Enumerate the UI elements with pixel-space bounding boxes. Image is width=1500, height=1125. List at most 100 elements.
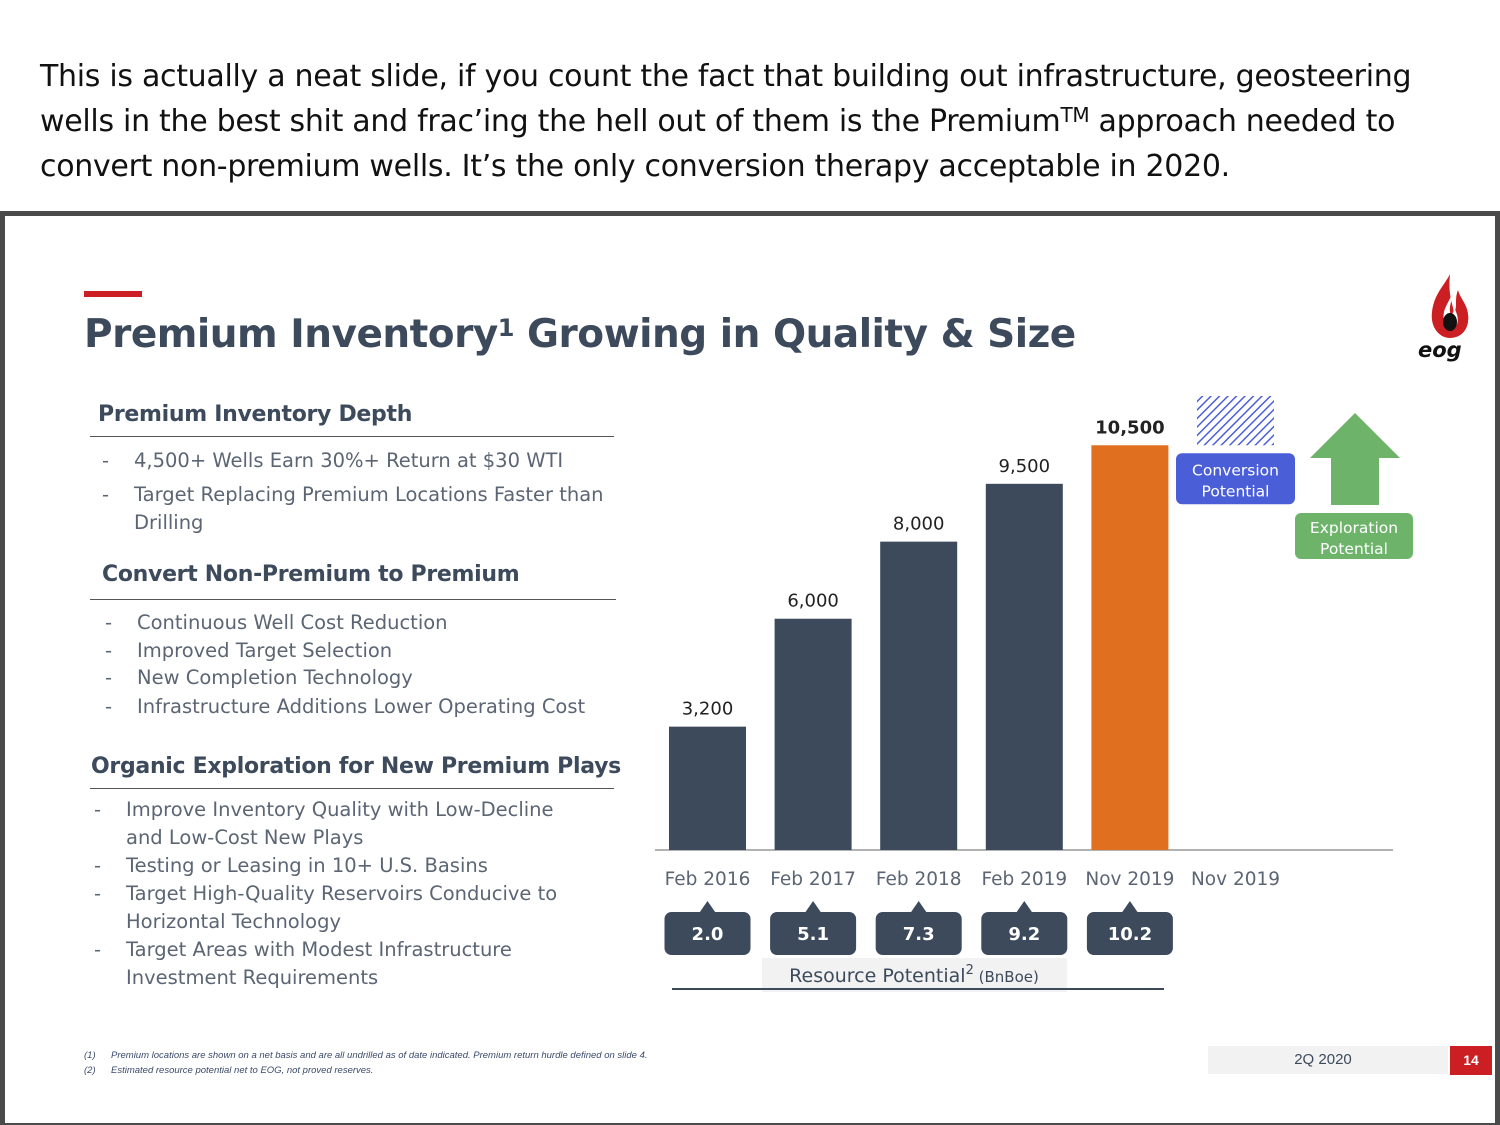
caption-line-3: convert non-premium wells. It’s the only… bbox=[40, 149, 1230, 184]
title-accent-bar bbox=[84, 291, 142, 297]
report-period: 2Q 2020 bbox=[1294, 1051, 1352, 1068]
resource-potential-box bbox=[1086, 912, 1173, 955]
category-tick-label: Feb 2019 bbox=[981, 869, 1067, 890]
bullet-dash: - bbox=[94, 798, 102, 821]
bullet-dash: - bbox=[102, 449, 110, 472]
bullet-text: Target Areas with Modest Infrastructure … bbox=[126, 938, 512, 989]
caption-line-2-a: wells in the best shit and frac’ing the … bbox=[40, 104, 1061, 139]
section-rule bbox=[90, 599, 616, 600]
bullet-dash: - bbox=[94, 882, 102, 905]
bullet-text: New Completion Technology bbox=[137, 666, 413, 689]
resource-label-box bbox=[762, 958, 1067, 992]
exploration-tag-line-2: Potential bbox=[1320, 540, 1388, 558]
bullet-dash: - bbox=[94, 938, 102, 961]
resource-potential-label: Resource Potential2 (BnBoe) bbox=[789, 963, 1039, 987]
caption-line-2: wells in the best shit and frac’ing the … bbox=[40, 99, 1480, 144]
footnote-number: (2) bbox=[84, 1065, 96, 1076]
resource-potential-box bbox=[981, 912, 1068, 955]
resource-potential-value: 10.2 bbox=[1108, 924, 1152, 945]
bullet-item: - Infrastructure Additions Lower Operatin… bbox=[105, 693, 607, 721]
section-heading-exploration: Organic Exploration for New Premium Play… bbox=[91, 754, 621, 779]
resource-potential-value: 5.1 bbox=[797, 924, 829, 945]
title-rest: Growing in Quality & Size bbox=[513, 312, 1076, 357]
bar-nov-2019 bbox=[1091, 445, 1169, 850]
bullet-item: - Improve Inventory Quality with Low-Decl… bbox=[94, 796, 596, 852]
slide-title: Premium Inventory1 Growing in Quality & … bbox=[84, 312, 1076, 357]
bullet-dash: - bbox=[105, 611, 113, 634]
conversion-tag-line-2: Potential bbox=[1202, 482, 1270, 500]
slide: Premium Inventory1 Growing in Quality & … bbox=[0, 216, 1500, 1125]
bullet-text: Improved Target Selection bbox=[137, 639, 393, 662]
bullet-dash: - bbox=[105, 666, 113, 689]
bullet-text: Testing or Leasing in 10+ U.S. Basins bbox=[126, 854, 488, 877]
bar-feb-2016 bbox=[669, 726, 746, 850]
bullet-item: - Improved Target Selection bbox=[105, 637, 607, 665]
bullet-item: - Target Replacing Premium Locations Fast… bbox=[102, 481, 604, 537]
footnote-text: Estimated resource potential net to EOG,… bbox=[111, 1065, 374, 1076]
resource-pointer-icon bbox=[1015, 901, 1034, 914]
bar-value-label: 3,200 bbox=[682, 699, 734, 720]
category-tick-label: Feb 2017 bbox=[770, 869, 856, 890]
bar-feb-2018 bbox=[880, 541, 958, 850]
bullet-item: - Target Areas with Modest Infrastructure… bbox=[94, 936, 536, 992]
section-heading-inventory-depth: Premium Inventory Depth bbox=[98, 402, 413, 427]
bar-value-label: 8,000 bbox=[893, 514, 945, 535]
resource-pointer-icon bbox=[698, 901, 717, 914]
bullet-text: Continuous Well Cost Reduction bbox=[137, 611, 448, 634]
conversion-potential-bar bbox=[1197, 396, 1274, 446]
title-footnote-marker: 1 bbox=[497, 314, 515, 342]
trademark-mark: TM bbox=[1060, 103, 1090, 127]
caption-line-1: This is actually a neat slide, if you co… bbox=[40, 59, 1412, 94]
resource-potential-value: 9.2 bbox=[1008, 924, 1040, 945]
bar-value-label: 9,500 bbox=[999, 456, 1051, 477]
bullet-dash: - bbox=[94, 854, 102, 877]
bullet-text: Target Replacing Premium Locations Faste… bbox=[134, 483, 604, 534]
bullet-item: - 4,500+ Wells Earn 30%+ Return at $30 WT… bbox=[102, 447, 604, 475]
bullet-item: - Testing or Leasing in 10+ U.S. Basins bbox=[94, 852, 596, 880]
bullet-item: - Continuous Well Cost Reduction bbox=[105, 609, 607, 637]
footnote-text: Premium locations are shown on a net bas… bbox=[111, 1050, 648, 1061]
exploration-tag-line-1: Exploration bbox=[1310, 519, 1398, 537]
resource-potential-box bbox=[770, 912, 857, 955]
caption-line-2-b: approach needed to bbox=[1089, 104, 1396, 139]
slide-frame bbox=[0, 211, 1500, 1125]
bullet-dash: - bbox=[102, 483, 110, 506]
bullet-item: - Target High-Quality Reservoirs Conduciv… bbox=[94, 880, 566, 936]
bar-value-label: 6,000 bbox=[787, 591, 839, 612]
footnote-1: (1) Premium locations are shown on a net … bbox=[84, 1048, 648, 1063]
category-tick-label: Nov 2019 bbox=[1191, 869, 1280, 890]
bullet-item: - New Completion Technology bbox=[105, 664, 607, 692]
resource-potential-value: 2.0 bbox=[692, 924, 724, 945]
section-heading-convert: Convert Non-Premium to Premium bbox=[102, 562, 520, 587]
bullet-text: Target High-Quality Reservoirs Conducive… bbox=[126, 882, 558, 933]
resource-pointer-icon bbox=[1120, 901, 1139, 914]
resource-pointer-icon bbox=[804, 901, 823, 914]
exploration-up-arrow-icon bbox=[1310, 413, 1400, 505]
section-rule bbox=[90, 788, 614, 789]
resource-potential-box bbox=[664, 912, 751, 955]
post-caption: This is actually a neat slide, if you co… bbox=[40, 54, 1480, 189]
date-box bbox=[1208, 1046, 1448, 1074]
resource-pointer-icon bbox=[909, 901, 928, 914]
conversion-tag-line-1: Conversion bbox=[1192, 461, 1279, 479]
exploration-potential-tag bbox=[1295, 513, 1413, 559]
section-rule bbox=[90, 436, 614, 437]
bullet-text: Infrastructure Additions Lower Operating… bbox=[137, 695, 586, 718]
bullet-dash: - bbox=[105, 695, 113, 718]
footnote-2: (2) Estimated resource potential net to E… bbox=[84, 1063, 648, 1078]
category-tick-label: Nov 2019 bbox=[1085, 869, 1174, 890]
conversion-potential-tag bbox=[1176, 453, 1295, 505]
eog-flame-logo-icon bbox=[1431, 274, 1469, 338]
bullet-text: 4,500+ Wells Earn 30%+ Return at $30 WTI bbox=[134, 449, 564, 472]
page-number: 14 bbox=[1450, 1046, 1492, 1075]
inventory-bar-chart: 3,200 Feb 2016 6,000 Feb 2017 8,000 Feb 2018 9… bbox=[655, 396, 1413, 992]
bar-value-label: 10,500 bbox=[1095, 417, 1164, 438]
title-main: Premium Inventory bbox=[84, 312, 498, 357]
resource-potential-box bbox=[875, 912, 962, 955]
bar-feb-2017 bbox=[774, 618, 852, 850]
footnote-number: (1) bbox=[84, 1050, 96, 1061]
footnotes: (1) Premium locations are shown on a net … bbox=[84, 1048, 648, 1078]
bar-feb-2019 bbox=[985, 483, 1063, 850]
eog-wordmark: eog bbox=[1418, 338, 1462, 362]
bullet-dash: - bbox=[105, 639, 113, 662]
